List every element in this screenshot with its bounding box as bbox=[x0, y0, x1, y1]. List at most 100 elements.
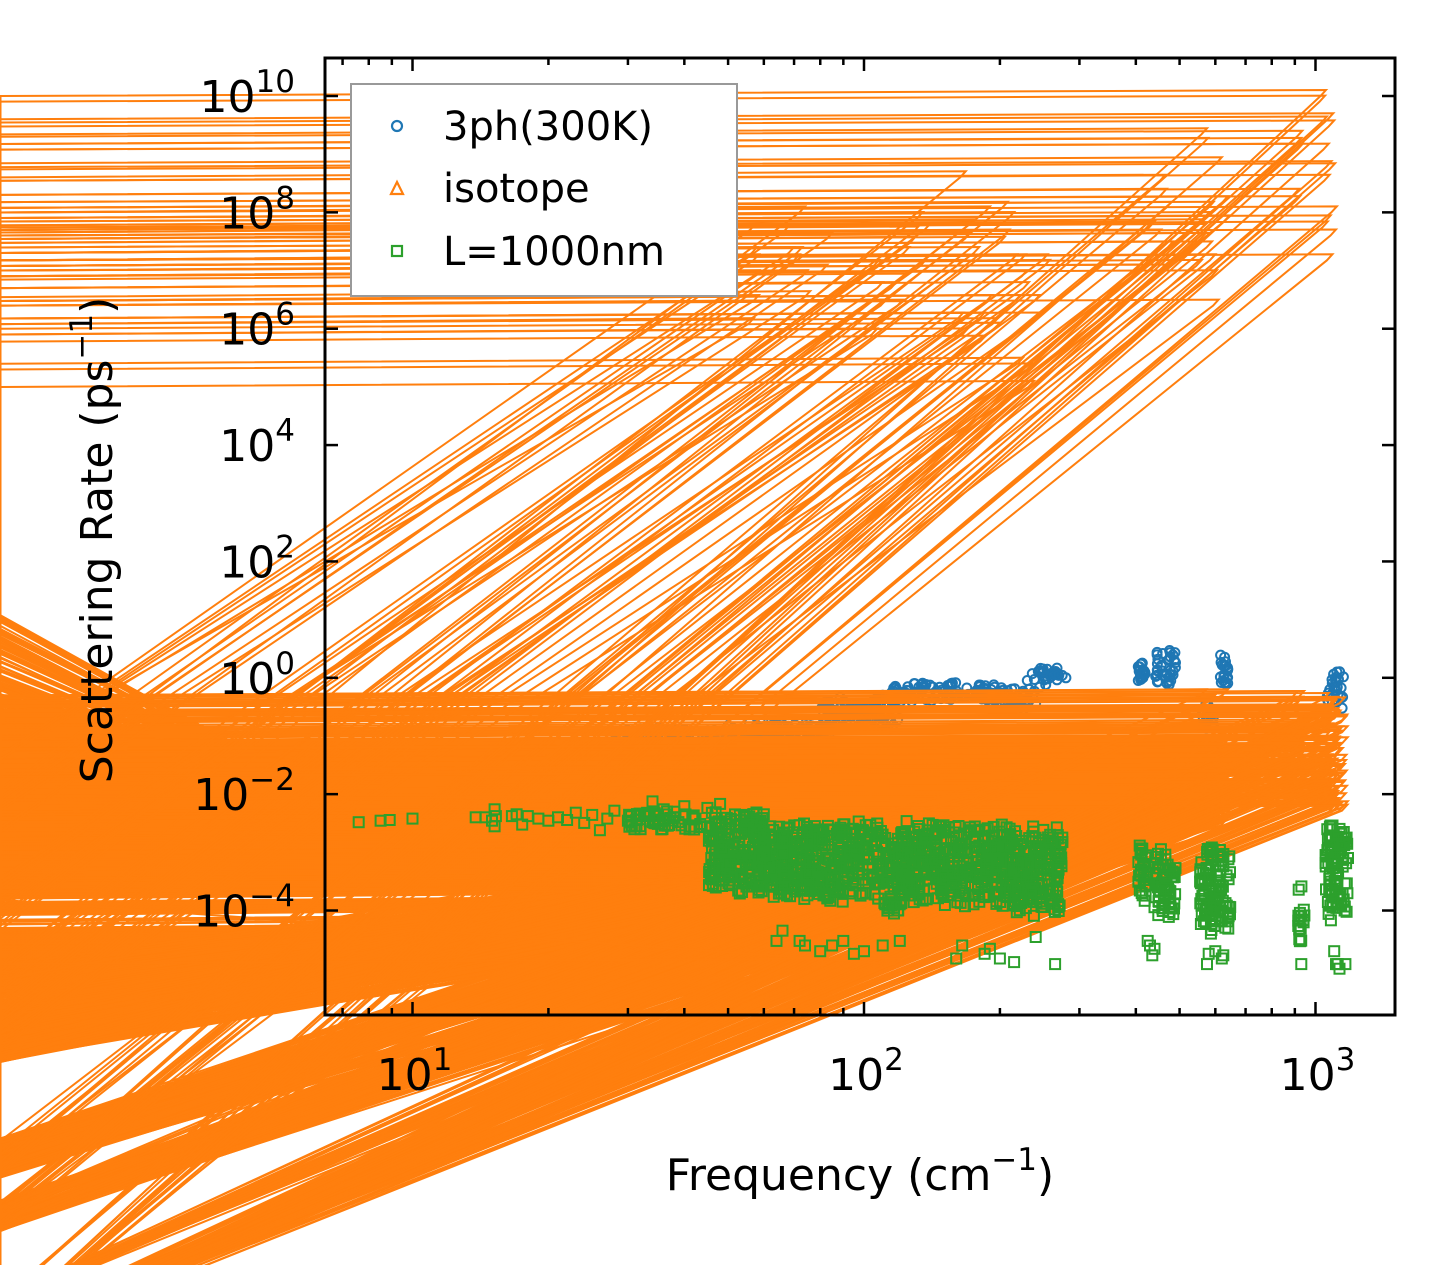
data-point bbox=[1324, 819, 1337, 832]
y-tick-exp: 0 bbox=[275, 646, 295, 682]
data-point bbox=[934, 883, 947, 896]
x-axis-title: Frequency (cm−1) bbox=[666, 1142, 1054, 1201]
data-point bbox=[850, 853, 863, 866]
y-tick-label: 104 bbox=[219, 413, 295, 472]
data-point bbox=[578, 816, 591, 829]
data-point bbox=[406, 812, 419, 825]
data-point bbox=[601, 812, 614, 825]
data-point bbox=[1163, 671, 1175, 683]
x-tick-label: 102 bbox=[828, 1042, 904, 1101]
data-point bbox=[757, 808, 770, 821]
data-point bbox=[1168, 654, 1180, 666]
y-tick-label: 102 bbox=[219, 529, 295, 588]
y-tick-base: 10 bbox=[219, 654, 275, 705]
data-point bbox=[1052, 900, 1065, 912]
data-point bbox=[733, 887, 746, 900]
data-point bbox=[1151, 646, 1163, 658]
y-tick-base: 10 bbox=[193, 887, 249, 938]
data-point bbox=[834, 842, 847, 855]
data-point bbox=[856, 859, 869, 872]
data-point bbox=[1158, 670, 1170, 682]
data-point bbox=[1324, 914, 1337, 927]
data-point bbox=[0, 688, 1231, 1230]
data-point bbox=[1152, 895, 1165, 908]
data-point bbox=[1197, 898, 1210, 911]
data-point bbox=[1151, 669, 1163, 681]
legend-triangle-marker-icon bbox=[389, 179, 405, 196]
data-point bbox=[649, 813, 662, 826]
data-point bbox=[706, 833, 719, 845]
legend-entry-3ph: 3ph(300K) bbox=[390, 104, 653, 150]
data-point bbox=[687, 809, 700, 822]
data-point bbox=[0, 736, 1343, 1265]
data-point bbox=[1041, 843, 1054, 856]
legend-label: L=1000nm bbox=[443, 229, 665, 275]
data-point bbox=[903, 881, 916, 893]
series-square-group bbox=[352, 795, 1354, 975]
data-point bbox=[1165, 870, 1178, 883]
data-point bbox=[1148, 942, 1161, 955]
data-point bbox=[488, 803, 501, 816]
legend-label: isotope bbox=[443, 166, 590, 212]
y-tick-label: 106 bbox=[219, 297, 295, 356]
data-point bbox=[812, 874, 825, 886]
x-tick-exp: 2 bbox=[884, 1042, 904, 1078]
data-point bbox=[736, 886, 748, 898]
data-point bbox=[634, 823, 647, 836]
y-tick-label: 100 bbox=[219, 646, 295, 705]
data-point bbox=[1008, 956, 1021, 969]
data-point bbox=[1047, 885, 1059, 897]
data-point bbox=[956, 939, 969, 952]
data-point bbox=[803, 834, 816, 846]
data-point bbox=[1331, 666, 1343, 678]
data-point bbox=[1026, 668, 1038, 680]
data-point bbox=[1326, 862, 1339, 875]
data-point bbox=[758, 848, 771, 861]
y-tick-exp: 10 bbox=[256, 64, 295, 100]
x-tick-base: 10 bbox=[828, 1050, 884, 1101]
data-point bbox=[916, 894, 929, 907]
y-tick-label: 1010 bbox=[200, 64, 295, 123]
data-point bbox=[586, 808, 599, 821]
data-point bbox=[621, 814, 634, 827]
y-axis-title: Scattering Rate (ps−1) bbox=[64, 297, 123, 784]
data-point bbox=[0, 729, 1344, 1265]
data-point bbox=[703, 863, 716, 876]
y-tick-base: 10 bbox=[219, 537, 275, 588]
data-point bbox=[1022, 857, 1035, 870]
data-point bbox=[1035, 861, 1048, 874]
data-point bbox=[1169, 647, 1181, 659]
data-point bbox=[908, 858, 920, 871]
data-point bbox=[1328, 945, 1341, 958]
data-point bbox=[1133, 884, 1146, 897]
data-point bbox=[779, 844, 792, 857]
data-point bbox=[724, 858, 737, 871]
data-point bbox=[1165, 902, 1178, 915]
x-ticks: 101 102 103 bbox=[341, 58, 1356, 1101]
y-tick-base: 10 bbox=[200, 72, 256, 123]
data-point bbox=[914, 843, 927, 856]
data-point bbox=[876, 939, 889, 952]
y-tick-base: 10 bbox=[193, 770, 249, 821]
data-point bbox=[666, 814, 679, 827]
data-point bbox=[1007, 862, 1020, 875]
data-point bbox=[1324, 899, 1337, 912]
data-point bbox=[1025, 887, 1038, 900]
data-point bbox=[812, 882, 825, 895]
data-point bbox=[1214, 879, 1227, 892]
data-point bbox=[932, 892, 944, 905]
data-point bbox=[824, 894, 837, 907]
y-tick-exp: 4 bbox=[275, 413, 295, 449]
data-point bbox=[862, 876, 875, 889]
data-point bbox=[679, 822, 692, 835]
data-point bbox=[924, 679, 936, 691]
data-point bbox=[1326, 839, 1339, 852]
data-point bbox=[0, 778, 1338, 1265]
data-point bbox=[679, 808, 692, 821]
data-point bbox=[858, 945, 870, 958]
data-point bbox=[978, 878, 991, 891]
x-tick-exp: 3 bbox=[1336, 1042, 1356, 1078]
data-point bbox=[706, 841, 718, 854]
data-point bbox=[948, 873, 961, 886]
y-axis-title-text: Scattering Rate (ps bbox=[72, 360, 123, 784]
